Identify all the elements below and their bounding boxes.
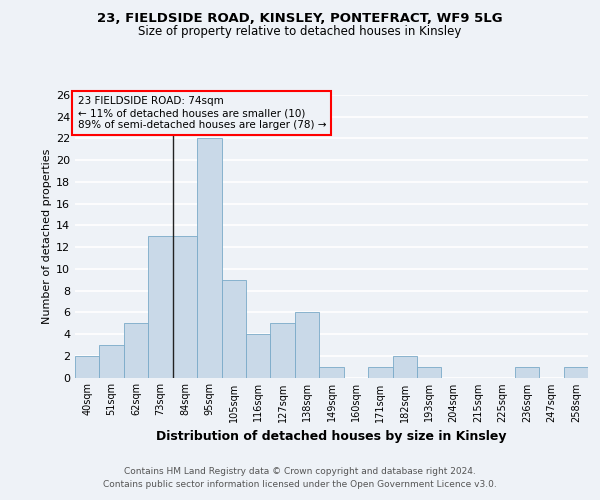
Text: Contains HM Land Registry data © Crown copyright and database right 2024.: Contains HM Land Registry data © Crown c… <box>124 467 476 476</box>
Bar <box>124 323 148 378</box>
Bar <box>271 323 295 378</box>
Bar <box>417 366 442 378</box>
Text: Contains public sector information licensed under the Open Government Licence v3: Contains public sector information licen… <box>103 480 497 489</box>
Bar <box>246 334 271 378</box>
Bar <box>392 356 417 378</box>
Text: 23 FIELDSIDE ROAD: 74sqm
← 11% of detached houses are smaller (10)
89% of semi-d: 23 FIELDSIDE ROAD: 74sqm ← 11% of detach… <box>77 96 326 130</box>
Bar <box>148 236 173 378</box>
Bar <box>319 366 344 378</box>
Bar <box>100 345 124 378</box>
Bar <box>368 366 392 378</box>
Text: 23, FIELDSIDE ROAD, KINSLEY, PONTEFRACT, WF9 5LG: 23, FIELDSIDE ROAD, KINSLEY, PONTEFRACT,… <box>97 12 503 26</box>
Bar <box>75 356 100 378</box>
Bar <box>173 236 197 378</box>
Y-axis label: Number of detached properties: Number of detached properties <box>42 148 52 324</box>
Bar <box>563 366 588 378</box>
Bar <box>515 366 539 378</box>
Bar <box>295 312 319 378</box>
Bar <box>197 138 221 378</box>
Text: Size of property relative to detached houses in Kinsley: Size of property relative to detached ho… <box>139 25 461 38</box>
Bar <box>221 280 246 378</box>
X-axis label: Distribution of detached houses by size in Kinsley: Distribution of detached houses by size … <box>156 430 507 443</box>
